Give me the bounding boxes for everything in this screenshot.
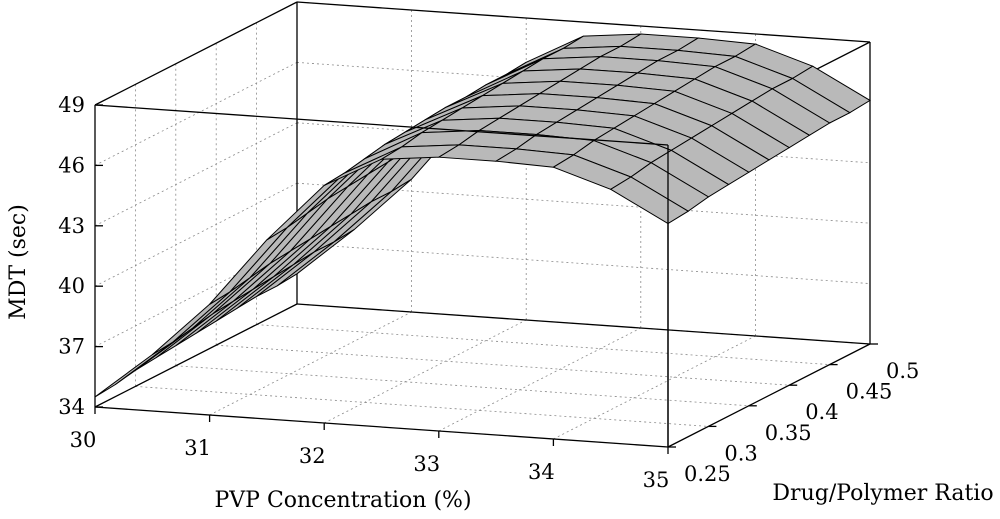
z-tick-label: 46 <box>58 153 85 177</box>
x-tick-label: 33 <box>413 452 440 476</box>
y-tick-label: 0.4 <box>805 400 838 424</box>
y-tick-label: 0.35 <box>765 421 812 445</box>
floor-gridline <box>135 386 709 427</box>
floor-gridline <box>553 335 756 440</box>
box-edge <box>94 104 669 146</box>
x-tick-label: 32 <box>299 444 326 468</box>
z-tick-label: 37 <box>58 335 85 359</box>
x-axis-label: PVP Concentration (%) <box>214 488 471 513</box>
floor-gridline <box>175 365 749 407</box>
y-tick-label: 0.3 <box>724 441 757 465</box>
y-axis-label: Drug/Polymer Ratio <box>772 481 993 506</box>
front-frame <box>94 104 669 447</box>
surface-patch <box>94 341 173 398</box>
x-tick-label: 35 <box>643 468 670 492</box>
back-wall-gridline <box>296 243 871 284</box>
z-tick-label: 43 <box>58 214 85 238</box>
back-wall-gridline <box>296 122 871 164</box>
box-edge <box>296 1 871 43</box>
y-tick-label: 0.45 <box>846 380 893 404</box>
floor-gridline <box>256 324 830 365</box>
back-wall-gridline <box>296 62 871 103</box>
box-edge <box>667 343 871 448</box>
y-tick-label: 0.5 <box>886 359 919 383</box>
x-tick-label: 31 <box>184 436 211 460</box>
floor-gridline <box>209 311 412 416</box>
box-edge <box>94 406 669 448</box>
z-tick-label: 49 <box>58 93 85 117</box>
surface-patch <box>609 176 690 225</box>
floor-gridline <box>438 327 641 432</box>
floor-gridline <box>216 344 790 386</box>
x-tick-label: 30 <box>70 428 97 452</box>
x-tick-label: 34 <box>528 460 555 484</box>
box-edge <box>94 1 298 106</box>
surface-layer <box>94 33 871 398</box>
box-edge <box>94 303 298 408</box>
side-wall-gridline <box>94 122 298 227</box>
z-axis-label: MDT (sec) <box>6 204 31 320</box>
floor-gridline <box>324 319 527 424</box>
z-tick-label: 34 <box>58 395 85 419</box>
box-edge <box>296 303 871 345</box>
side-wall-gridline <box>94 62 298 166</box>
tick-labels: 34 37 40 43 46 49 30 31 32 33 34 35 0.250.3 0.350.4 0.… <box>58 93 919 492</box>
z-tick-label: 40 <box>58 274 85 298</box>
y-tick-label: 0.25 <box>684 462 731 486</box>
